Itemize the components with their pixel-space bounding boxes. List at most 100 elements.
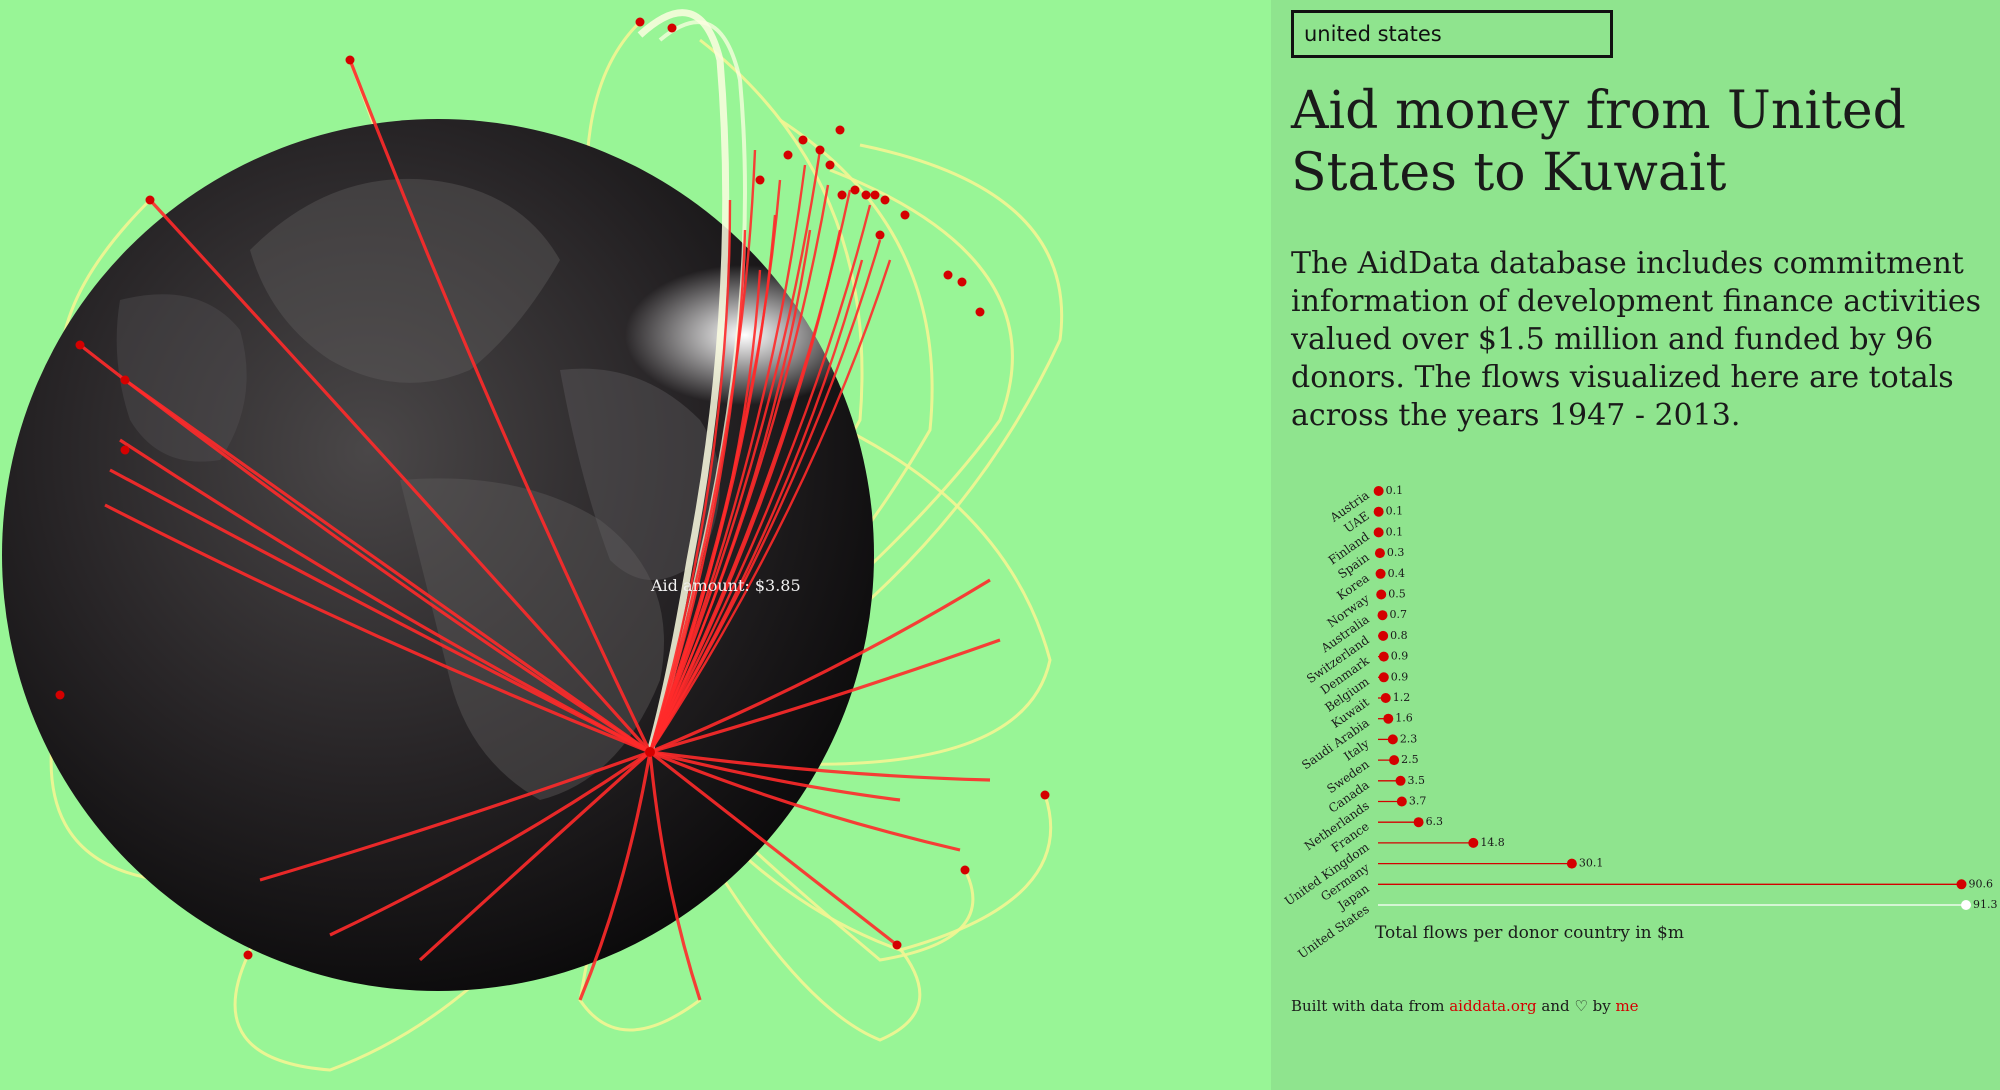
- flow-fan-line-0: [648, 149, 757, 753]
- country-marker[interactable]: [1040, 790, 1050, 800]
- country-marker[interactable]: [900, 210, 910, 220]
- country-marker[interactable]: [120, 375, 130, 385]
- country-marker[interactable]: [861, 190, 871, 200]
- donor-point-2[interactable]: [1373, 527, 1384, 538]
- country-marker[interactable]: [345, 55, 355, 65]
- country-marker[interactable]: [892, 940, 902, 950]
- country-markers[interactable]: [55, 17, 1050, 960]
- country-marker[interactable]: [825, 160, 835, 170]
- globe-panel[interactable]: Aid amount: $3.85: [0, 0, 1271, 1090]
- flow-line-8: [649, 638, 1001, 754]
- country-marker[interactable]: [635, 17, 645, 27]
- donor-point-4[interactable]: [1375, 568, 1386, 579]
- country-marker[interactable]: [837, 190, 847, 200]
- author-link[interactable]: me: [1615, 997, 1639, 1015]
- country-marker[interactable]: [120, 445, 130, 455]
- donor-point-16[interactable]: [1413, 817, 1424, 828]
- page-title: Aid money from United States to Kuwait: [1291, 81, 1906, 203]
- flow-line-11: [649, 750, 898, 947]
- country-marker[interactable]: [957, 277, 967, 287]
- donor-point-7[interactable]: [1378, 630, 1389, 641]
- donor-value-label: 6.3: [1426, 815, 1444, 828]
- donor-point-17[interactable]: [1468, 837, 1479, 848]
- donor-point-11[interactable]: [1383, 713, 1394, 724]
- donor-value-label: 1.2: [1393, 691, 1411, 704]
- country-marker[interactable]: [960, 865, 970, 875]
- chart-x-axis-label: Total flows per donor country in $m: [1375, 923, 1684, 943]
- donor-point-18[interactable]: [1566, 858, 1577, 869]
- donor-point-13[interactable]: [1389, 755, 1400, 766]
- flow-line-12: [648, 751, 702, 1001]
- flow-fan-line-5: [648, 204, 872, 753]
- side-panel: Aid money from United States to Kuwait T…: [1271, 0, 2000, 1090]
- flow-line-16: [259, 750, 651, 882]
- donor-value-label: 2.3: [1400, 732, 1418, 745]
- flow-line-13: [578, 751, 652, 1001]
- flow-line-17: [649, 750, 901, 802]
- donor-value-label: 30.1: [1579, 857, 1604, 870]
- flow-fan-line-11: [648, 229, 812, 753]
- flow-line-10: [649, 750, 961, 852]
- donor-name-label: United States: [1295, 902, 1371, 960]
- description-text: The AidData database includes commitment…: [1291, 246, 1981, 433]
- country-marker[interactable]: [870, 190, 880, 200]
- donor-value-label: 1.6: [1395, 712, 1413, 725]
- country-marker[interactable]: [975, 307, 985, 317]
- country-marker[interactable]: [667, 23, 677, 33]
- donor-point-5[interactable]: [1376, 589, 1387, 600]
- donor-value-label: 3.7: [1409, 795, 1427, 808]
- country-marker[interactable]: [798, 135, 808, 145]
- donor-value-label: 3.5: [1408, 774, 1426, 787]
- flow-line-14: [418, 750, 652, 962]
- flow-line-3: [124, 378, 651, 754]
- donor-value-label: 0.1: [1386, 525, 1404, 538]
- footer-prefix: Built with data from: [1291, 997, 1450, 1015]
- donor-value-label: 0.9: [1391, 670, 1409, 683]
- donor-value-label: 0.4: [1388, 567, 1406, 580]
- flow-line-4: [119, 438, 651, 754]
- country-marker[interactable]: [243, 950, 253, 960]
- donor-value-label: 0.7: [1390, 608, 1408, 621]
- aiddata-link[interactable]: aiddata.org: [1449, 997, 1537, 1015]
- donor-point-10[interactable]: [1380, 693, 1391, 703]
- country-marker[interactable]: [783, 150, 793, 160]
- donor-point-6[interactable]: [1377, 610, 1388, 621]
- country-marker[interactable]: [75, 340, 85, 350]
- donor-value-label: 0.1: [1386, 484, 1404, 497]
- country-marker[interactable]: [943, 270, 953, 280]
- country-marker[interactable]: [835, 125, 845, 135]
- country-marker[interactable]: [880, 195, 890, 205]
- country-marker[interactable]: [55, 690, 65, 700]
- country-marker[interactable]: [875, 230, 885, 240]
- flow-fan-line-7: [648, 259, 892, 753]
- donor-point-9[interactable]: [1378, 672, 1389, 683]
- donor-value-label: 0.8: [1390, 629, 1408, 642]
- donor-point-19[interactable]: [1956, 879, 1967, 890]
- donor-value-label: 0.5: [1388, 588, 1406, 601]
- country-marker[interactable]: [850, 185, 860, 195]
- country-marker[interactable]: [815, 145, 825, 155]
- country-search-input[interactable]: [1291, 10, 1613, 58]
- selected-country-marker[interactable]: [645, 747, 655, 757]
- donor-value-label: 0.1: [1386, 505, 1404, 518]
- donor-point-12[interactable]: [1387, 734, 1398, 745]
- flow-line-7: [649, 578, 991, 754]
- flow-line-6: [104, 503, 651, 754]
- donor-point-14[interactable]: [1395, 775, 1406, 786]
- donor-point-0[interactable]: [1373, 486, 1384, 496]
- donor-point-1[interactable]: [1373, 506, 1384, 517]
- flow-line-1: [148, 198, 652, 754]
- footer: Built with data from aiddata.org and ♡ b…: [1291, 997, 1639, 1015]
- donor-point-8[interactable]: [1378, 651, 1389, 662]
- country-marker[interactable]: [755, 175, 765, 185]
- globe-visualization[interactable]: [0, 0, 1271, 1090]
- donor-value-label: 14.8: [1480, 836, 1505, 849]
- flow-fan-line-12: [648, 229, 842, 753]
- donor-point-15[interactable]: [1396, 796, 1407, 807]
- flow-lines-front: [79, 9, 1001, 1001]
- donor-point-20[interactable]: [1961, 900, 1971, 910]
- country-marker[interactable]: [145, 195, 155, 205]
- donor-point-3[interactable]: [1374, 548, 1385, 559]
- flow-fan-line-13: [648, 259, 864, 753]
